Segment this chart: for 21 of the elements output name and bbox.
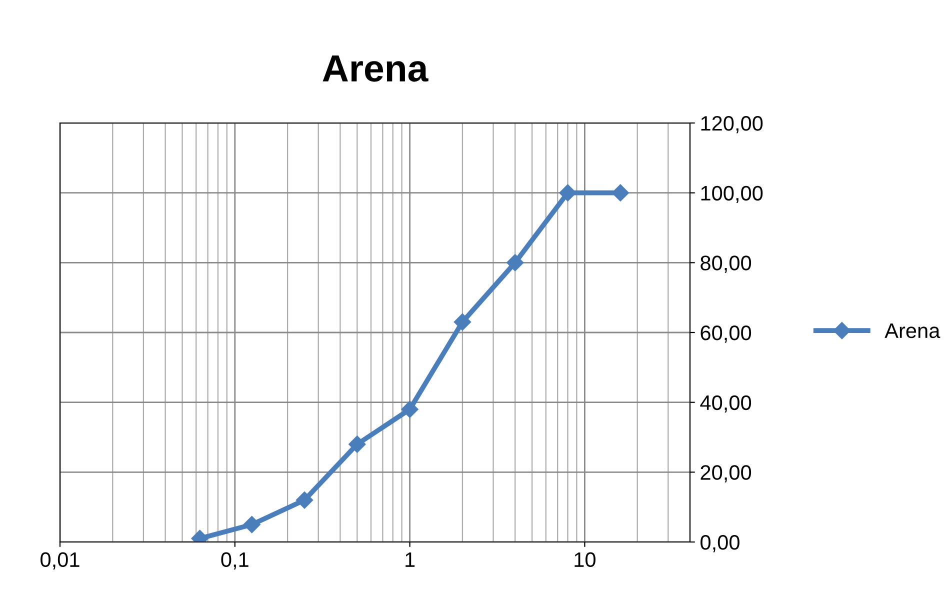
x-tick-label: 1 — [406, 552, 415, 567]
legend-label: Arena — [884, 324, 940, 338]
y-tick-label: 80,00 — [700, 256, 752, 273]
chart-title: Arena — [322, 56, 428, 82]
x-tick-label: 0,01 — [40, 552, 80, 570]
y-tick-label: 120,00 — [701, 116, 763, 134]
point — [454, 313, 471, 331]
y-tick-label: 20,00 — [700, 465, 752, 482]
y-tick-label: 60,00 — [700, 326, 752, 343]
point — [296, 492, 314, 509]
point — [559, 184, 576, 202]
point — [506, 254, 524, 272]
x-tick-label: 10 — [574, 552, 596, 568]
point — [243, 516, 260, 534]
point — [612, 184, 629, 202]
y-tick-label: 0,00 — [700, 535, 740, 552]
y-tick-label: 40,00 — [700, 395, 752, 413]
point — [401, 400, 418, 418]
y-tick-label: 100,00 — [701, 186, 763, 204]
x-tick-label: 0,1 — [221, 552, 248, 570]
point — [348, 436, 366, 453]
